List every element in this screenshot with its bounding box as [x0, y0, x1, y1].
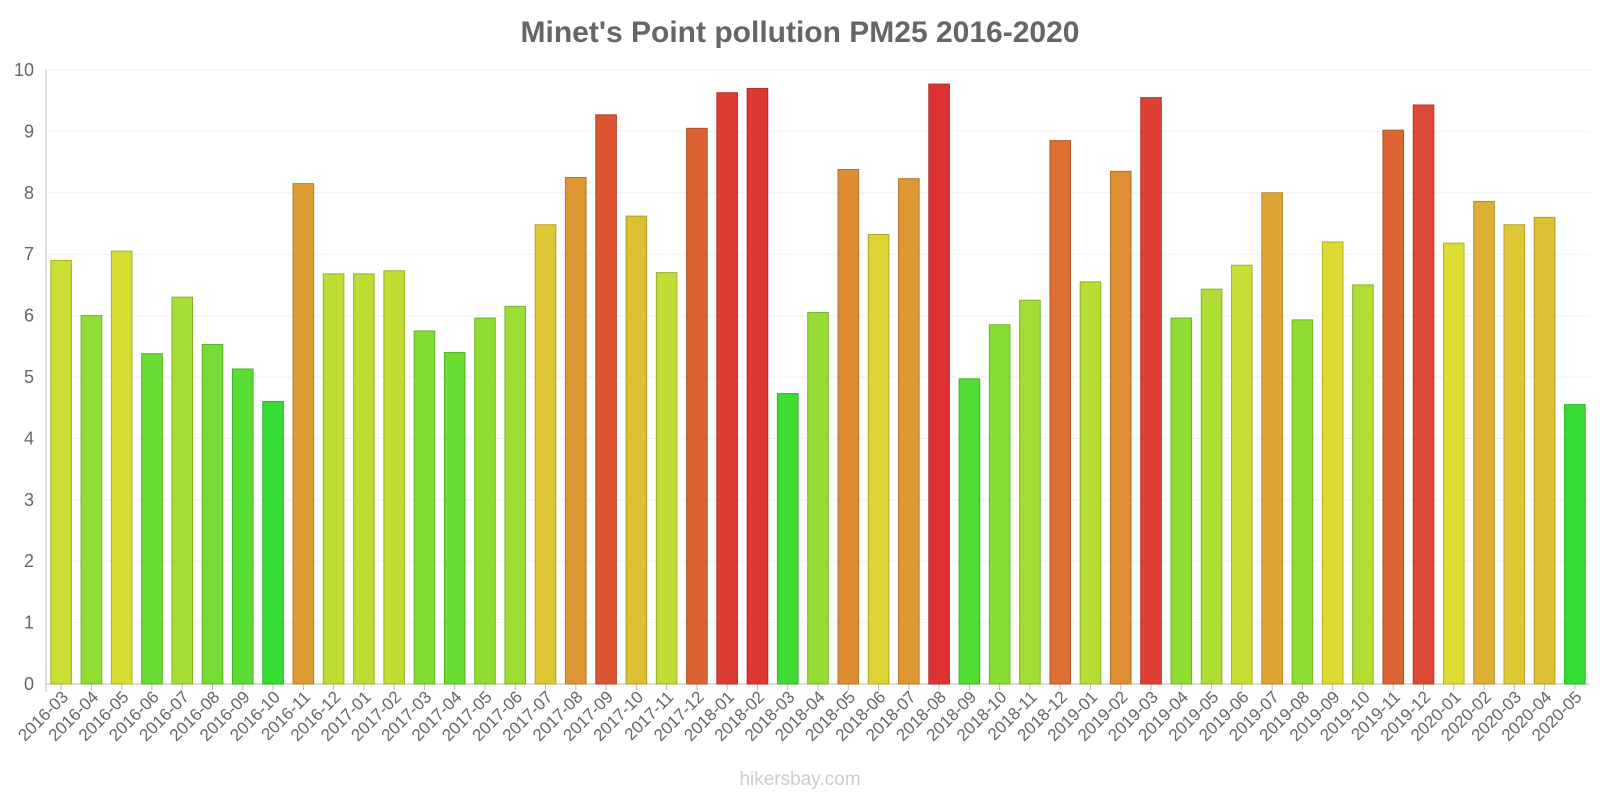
bar-2017-03 [413, 330, 436, 685]
bar-2018-07 [898, 178, 920, 685]
bar-2017-10 [625, 215, 648, 685]
bar-2019-03 [1140, 97, 1162, 685]
bar-2019-11 [1382, 129, 1405, 685]
y-tick-label: 9 [24, 121, 34, 141]
bar-2018-11 [1019, 299, 1041, 685]
bar-2018-03 [776, 393, 799, 685]
chart-title: Minet's Point pollution PM25 2016-2020 [520, 16, 1080, 49]
y-tick-label: 1 [24, 613, 34, 633]
bar-2019-08 [1291, 319, 1314, 685]
bar-2016-09 [231, 368, 254, 685]
bar-2019-02 [1109, 170, 1132, 685]
bar-2017-12 [686, 127, 708, 685]
bar-2016-10 [262, 401, 284, 685]
bar-2019-09 [1321, 241, 1344, 685]
bar-2016-03 [50, 259, 72, 685]
bar-2016-08 [201, 343, 224, 685]
bar-2017-02 [383, 270, 405, 685]
bar-2019-01 [1079, 281, 1102, 685]
bar-2020-03 [1503, 224, 1526, 685]
bar-2018-05 [837, 168, 860, 685]
y-tick-label: 8 [24, 183, 34, 203]
bar-2020-05 [1564, 404, 1586, 685]
bar-2019-04 [1170, 317, 1193, 685]
y-tick-label: 10 [14, 60, 34, 80]
bar-2016-04 [80, 315, 103, 685]
bar-2017-07 [534, 224, 557, 685]
y-tick-label: 0 [24, 674, 34, 694]
bar-2017-11 [655, 272, 678, 685]
bar-2018-01 [716, 92, 738, 685]
bar-2016-05 [110, 250, 133, 685]
y-tick-label: 4 [24, 428, 34, 448]
bar-2016-07 [171, 296, 194, 685]
bar-2018-12 [1049, 140, 1071, 685]
y-tick-label: 5 [24, 367, 34, 387]
bar-2017-04 [443, 351, 466, 685]
y-tick-label: 2 [24, 551, 34, 571]
bar-2018-06 [867, 234, 890, 685]
y-tick-label: 7 [24, 244, 34, 264]
bar-2017-08 [565, 176, 587, 685]
bar-2016-11 [292, 183, 315, 685]
y-tick-label: 6 [24, 306, 34, 326]
bar-2019-06 [1231, 264, 1253, 685]
bar-2018-02 [746, 87, 769, 685]
bar-2016-06 [141, 353, 163, 685]
bar-2019-10 [1352, 284, 1374, 685]
bar-2018-09 [958, 378, 981, 685]
bar-2018-04 [807, 312, 829, 685]
bar-2017-06 [504, 305, 527, 685]
bar-2018-10 [988, 324, 1011, 685]
bar-2017-09 [595, 114, 617, 685]
bar-2019-05 [1200, 288, 1223, 685]
bar-2017-05 [474, 317, 496, 685]
y-tick-label: 3 [24, 490, 34, 510]
bar-2017-01 [353, 273, 375, 685]
bar-2020-02 [1473, 200, 1495, 685]
bars [50, 83, 1586, 685]
bar-2020-01 [1442, 242, 1465, 685]
tick-labels: 0123456789102016-032016-042016-052016-06… [14, 60, 1586, 745]
bar-2018-08 [928, 83, 950, 685]
watermark: hikersbay.com [739, 769, 861, 790]
bar-2019-12 [1412, 104, 1435, 685]
bar-2020-04 [1533, 216, 1556, 685]
bar-2019-07 [1261, 192, 1283, 685]
bar-2016-12 [322, 273, 345, 685]
